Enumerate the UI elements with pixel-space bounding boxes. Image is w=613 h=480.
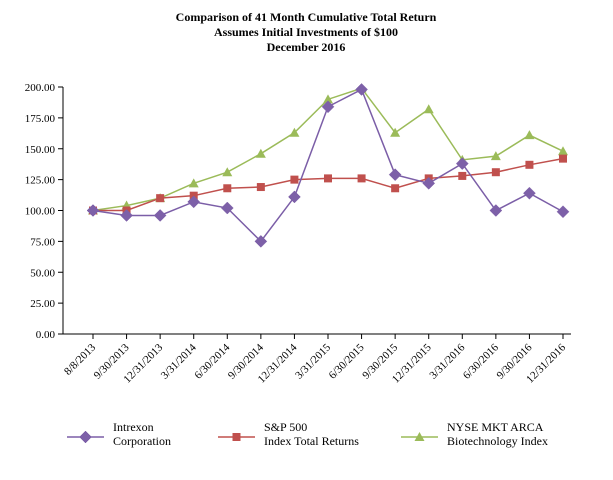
plot-area [86, 83, 570, 248]
data-point-sp500 [223, 184, 232, 193]
x-tick-label: 3/31/2015 [293, 341, 333, 381]
data-point-nyse [558, 146, 568, 156]
series-intrexon [86, 83, 570, 248]
legend-marker [79, 430, 92, 444]
data-point-nyse [222, 167, 233, 177]
data-point-intrexon [187, 195, 201, 209]
data-point-intrexon [355, 83, 368, 96]
data-point-intrexon [86, 204, 100, 217]
y-tick-label: 150.00 [25, 144, 56, 156]
y-tick-label: 125.00 [25, 175, 56, 187]
y-tick-label: 200.00 [25, 82, 56, 94]
legend-marker [414, 432, 425, 441]
data-point-intrexon [153, 209, 167, 222]
data-point-intrexon [321, 100, 335, 114]
data-point-nyse [390, 127, 401, 137]
x-tick-label: 3/31/2014 [159, 341, 199, 381]
data-point-sp500 [256, 183, 265, 192]
data-point-intrexon [489, 204, 503, 217]
data-point-nyse [490, 151, 501, 161]
data-point-sp500 [290, 175, 299, 184]
data-point-nyse [188, 178, 199, 188]
data-point-intrexon [120, 209, 133, 222]
chart-title-line-2: Assumes Initial Investments of $100 [214, 25, 398, 39]
x-tick-label: 6/30/2015 [327, 341, 367, 381]
y-tick-label: 175.00 [25, 113, 56, 125]
data-point-intrexon [556, 205, 570, 219]
data-point-sp500 [525, 160, 534, 169]
chart-title-line-1: Comparison of 41 Month Cumulative Total … [176, 10, 437, 24]
data-point-intrexon [523, 186, 536, 200]
data-point-sp500 [156, 194, 165, 203]
y-tick-label: 75.00 [30, 236, 55, 248]
legend-label: Corporation [113, 434, 171, 448]
legend-label: Biotechnology Index [447, 434, 548, 448]
data-point-intrexon [254, 235, 268, 248]
y-tick-label: 50.00 [30, 267, 55, 279]
legend-marker [232, 433, 241, 441]
series-line-sp500 [93, 157, 564, 212]
data-point-sp500 [559, 154, 567, 163]
x-tick-label: 6/30/2014 [192, 341, 232, 381]
data-point-intrexon [388, 168, 402, 182]
chart-title: Comparison of 41 Month Cumulative Total … [176, 10, 437, 54]
legend-label: Intrexon [113, 420, 154, 434]
data-point-sp500 [458, 171, 467, 180]
data-point-sp500 [491, 168, 500, 177]
x-axis: 8/8/20139/30/201312/31/20133/31/20146/30… [62, 333, 571, 386]
data-point-nyse [524, 130, 535, 140]
y-tick-label: 0.00 [36, 329, 56, 341]
data-point-intrexon [288, 190, 301, 204]
data-point-nyse [323, 94, 333, 104]
y-tick-label: 25.00 [30, 298, 55, 310]
data-point-intrexon [220, 201, 234, 215]
data-point-nyse [289, 127, 300, 137]
data-point-nyse [423, 104, 434, 114]
y-tick-label: 100.00 [25, 206, 56, 218]
legend-label: NYSE MKT ARCA [447, 420, 544, 434]
chart-title-line-3: December 2016 [267, 40, 346, 54]
data-point-intrexon [422, 176, 436, 190]
legend-label: Index Total Returns [264, 434, 359, 448]
legend-label: S&P 500 [264, 420, 307, 434]
y-axis: 0.00 25.00 50.00 75.00 100.00 125.00 150.00 175… [25, 82, 64, 341]
data-point-sp500 [357, 174, 366, 183]
x-tick-label: 6/30/2016 [461, 341, 501, 381]
data-point-sp500 [324, 174, 332, 183]
x-tick-label: 3/31/2016 [427, 341, 467, 381]
data-point-sp500 [391, 184, 400, 193]
data-point-intrexon [455, 157, 469, 170]
data-point-nyse [255, 148, 266, 158]
